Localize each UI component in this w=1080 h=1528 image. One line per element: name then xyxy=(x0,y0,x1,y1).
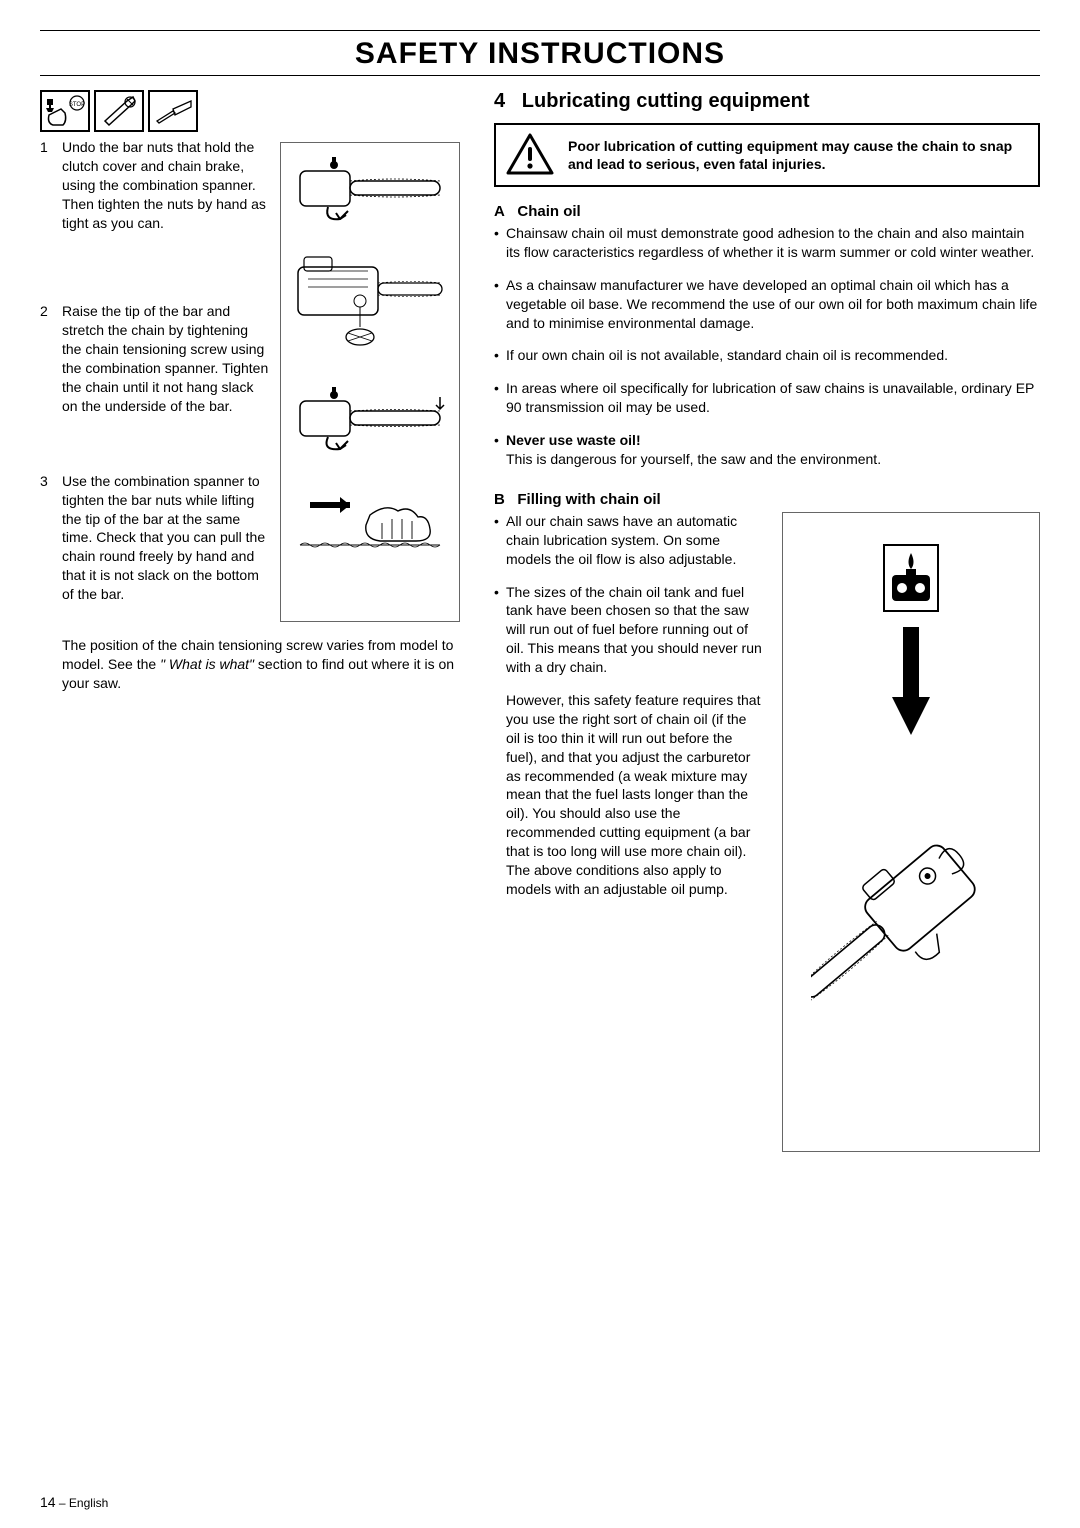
section-number: 4 xyxy=(494,90,505,112)
left-body: 1 Undo the bar nuts that hold the clutch… xyxy=(40,138,470,622)
step-text: Raise the tip of the bar and stretch the… xyxy=(62,302,270,415)
step-number: 3 xyxy=(40,472,62,604)
warning-triangle-icon xyxy=(506,133,554,177)
warning-box: Poor lubrication of cutting equipment ma… xyxy=(494,123,1040,187)
chainsaw-angled-icon xyxy=(811,743,1011,1023)
warning-text: Poor lubrication of cutting equipment ma… xyxy=(568,137,1028,173)
section-b-row: All our chain saws have an automatic cha… xyxy=(494,512,1040,1152)
sub-b-title: Filling with chain oil xyxy=(517,491,660,508)
bullet-item: As a chainsaw manufacturer we have devel… xyxy=(494,276,1040,333)
never-waste-oil: Never use waste oil! xyxy=(506,432,641,448)
bullet-item: Never use waste oil! This is dangerous f… xyxy=(494,431,1040,469)
page-title: SAFETY INSTRUCTIONS xyxy=(40,31,1040,75)
oil-can-icon xyxy=(866,533,956,623)
page-lang: – English xyxy=(59,1496,108,1510)
sub-a-title: Chain oil xyxy=(517,203,580,220)
content-columns: STOP 1 Undo the ba xyxy=(40,90,1040,1152)
chain-oil-bullets: Chainsaw chain oil must demonstrate good… xyxy=(494,224,1040,469)
step-text: Undo the bar nuts that hold the clutch c… xyxy=(62,138,270,232)
bullet-item: Chainsaw chain oil must demonstrate good… xyxy=(494,224,1040,262)
section-b-paragraph: However, this safety feature requires th… xyxy=(494,691,764,899)
section-4-title: 4 Lubricating cutting equipment xyxy=(494,90,1040,113)
bullet-item: The sizes of the chain oil tank and fuel… xyxy=(494,583,764,677)
chainsaw-diagram-1 xyxy=(290,151,450,231)
step-diagrams-frame xyxy=(280,142,460,622)
step-item: 3 Use the combination spanner to tighten… xyxy=(40,472,270,604)
oil-fill-diagram-frame xyxy=(782,512,1040,1152)
chainsaw-diagram-3 xyxy=(290,377,450,457)
bullet-item: In areas where oil specifically for lubr… xyxy=(494,379,1040,417)
sub-a-label: A xyxy=(494,203,505,220)
steps-list: 1 Undo the bar nuts that hold the clutch… xyxy=(40,138,270,622)
screwdriver-icon xyxy=(148,90,198,132)
bullet-item: If our own chain oil is not available, s… xyxy=(494,346,1040,365)
section-heading: Lubricating cutting equipment xyxy=(522,90,810,112)
right-column: 4 Lubricating cutting equipment Poor lub… xyxy=(494,90,1040,1152)
chain-pull-diagram xyxy=(290,475,450,575)
step-number: 2 xyxy=(40,302,62,415)
note-italic: " What is what" xyxy=(160,656,254,672)
subheading-b: B Filling with chain oil xyxy=(494,491,1040,508)
step-item: 1 Undo the bar nuts that hold the clutch… xyxy=(40,138,270,232)
title-underline xyxy=(40,75,1040,76)
down-arrow-icon xyxy=(886,623,936,743)
tension-screw-note: The position of the chain tensioning scr… xyxy=(62,636,470,693)
section-b-text: All our chain saws have an automatic cha… xyxy=(494,512,764,1152)
waste-oil-explain: This is dangerous for yourself, the saw … xyxy=(506,451,881,467)
subheading-a: A Chain oil xyxy=(494,203,1040,220)
glove-stop-icon: STOP xyxy=(40,90,90,132)
chainsaw-diagram-2 xyxy=(290,249,450,359)
step-number: 1 xyxy=(40,138,62,232)
step-item: 2 Raise the tip of the bar and stretch t… xyxy=(40,302,270,415)
page-footer: 14 – English xyxy=(40,1494,108,1510)
left-column: STOP 1 Undo the ba xyxy=(40,90,470,1152)
step-text: Use the combination spanner to tighten t… xyxy=(62,472,270,604)
icon-row: STOP xyxy=(40,90,470,132)
filling-bullets: All our chain saws have an automatic cha… xyxy=(494,512,764,677)
svg-text:STOP: STOP xyxy=(69,102,85,108)
bullet-item: All our chain saws have an automatic cha… xyxy=(494,512,764,569)
page-number: 14 xyxy=(40,1494,56,1510)
spanner-icon xyxy=(94,90,144,132)
sub-b-label: B xyxy=(494,491,505,508)
